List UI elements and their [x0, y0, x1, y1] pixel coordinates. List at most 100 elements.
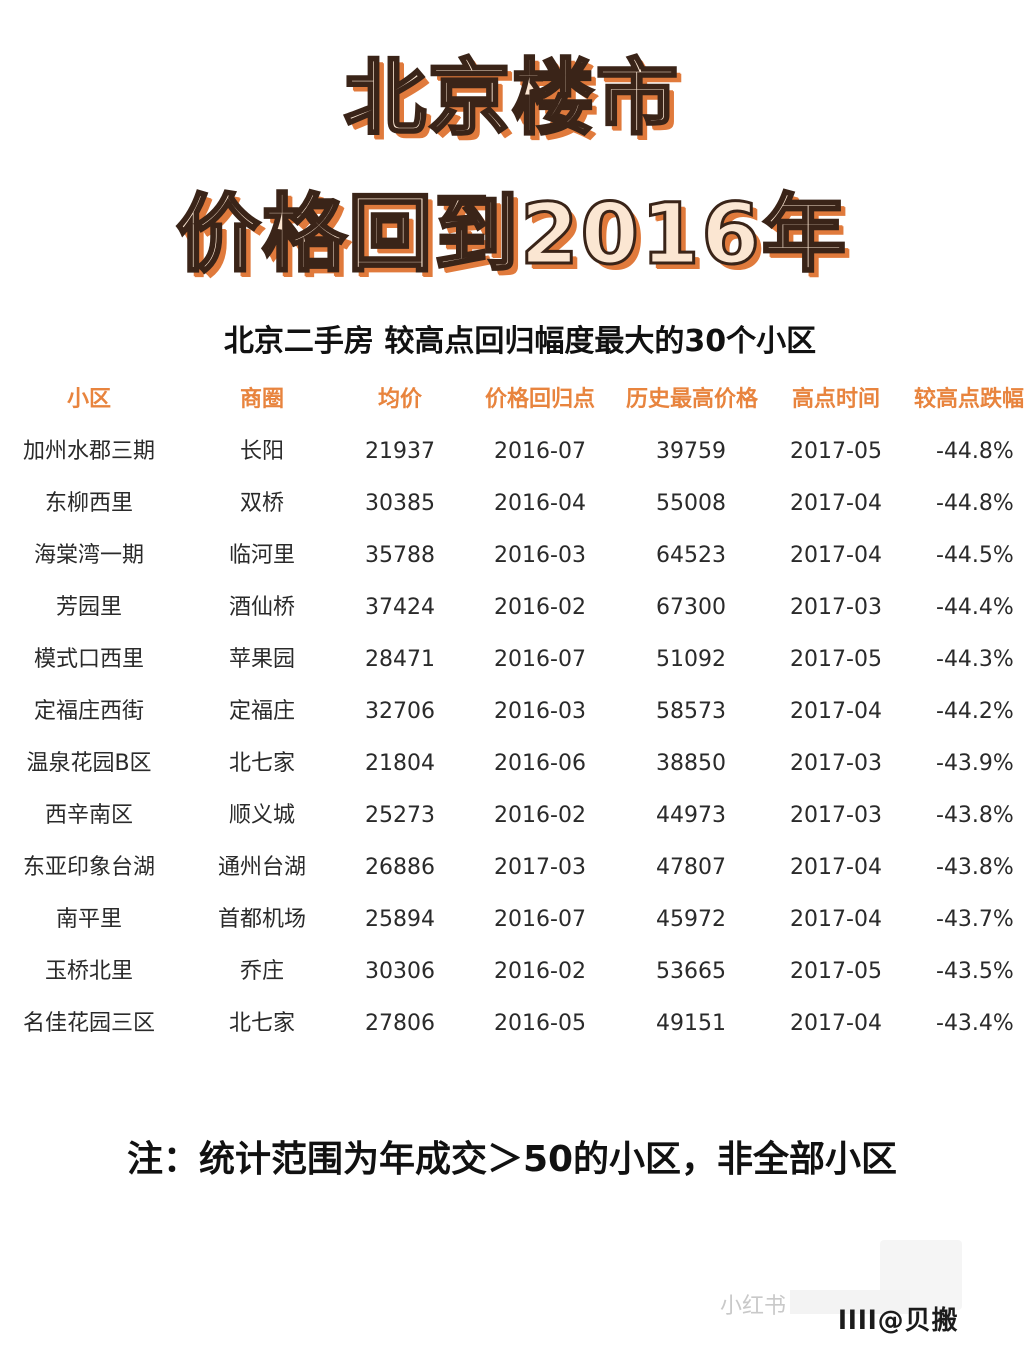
- cell-peak-time: 2017-04: [790, 699, 882, 724]
- cell-drop: -43.9%: [936, 751, 1014, 776]
- column-header-community: 小区: [66, 387, 111, 412]
- cell-return-point: 2016-02: [494, 803, 586, 828]
- cell-peak-price: 67300: [656, 595, 726, 620]
- cell-community: 名佳花园三区: [22, 1011, 155, 1036]
- cell-drop: -44.5%: [936, 543, 1014, 568]
- cell-peak-price: 53665: [656, 959, 726, 984]
- cell-drop: -43.8%: [936, 855, 1014, 880]
- cell-peak-price: 38850: [656, 751, 726, 776]
- cell-drop: -44.3%: [936, 647, 1014, 672]
- cell-peak-price: 49151: [656, 1011, 726, 1036]
- cell-community: 玉桥北里: [44, 959, 133, 984]
- cell-return-point: 2016-03: [494, 543, 586, 568]
- column-header-peak-time: 高点时间: [791, 387, 880, 412]
- cell-avg-price: 25894: [365, 907, 435, 932]
- cell-peak-time: 2017-05: [790, 959, 882, 984]
- watermark-blur-bar: [790, 1290, 910, 1314]
- cell-avg-price: 30385: [365, 491, 435, 516]
- column-header-return-point: 价格回归点: [484, 387, 595, 412]
- cell-peak-time: 2017-03: [790, 595, 882, 620]
- cell-avg-price: 35788: [365, 543, 435, 568]
- cell-district: 酒仙桥: [228, 595, 295, 620]
- cell-drop: -43.5%: [936, 959, 1014, 984]
- cell-return-point: 2016-06: [494, 751, 586, 776]
- cell-avg-price: 28471: [365, 647, 435, 672]
- headline-line-1: 北京楼市: [342, 51, 680, 146]
- cell-peak-time: 2017-04: [790, 855, 882, 880]
- table-row: 定福庄西街 定福庄 32706 2016-03 58573 2017-04 -4…: [0, 692, 1024, 744]
- cell-drop: -44.8%: [936, 491, 1014, 516]
- table-row: 海棠湾一期 临河里 35788 2016-03 64523 2017-04 -4…: [0, 536, 1024, 588]
- cell-peak-time: 2017-04: [790, 491, 882, 516]
- cell-return-point: 2016-05: [494, 1011, 586, 1036]
- cell-return-point: 2016-07: [494, 439, 586, 464]
- table-row: 模式口西里 苹果园 28471 2016-07 51092 2017-05 -4…: [0, 640, 1024, 692]
- watermark-faint-text: 小红书: [720, 1294, 787, 1319]
- table-row: 加州水郡三期 长阳 21937 2016-07 39759 2017-05 -4…: [0, 432, 1024, 484]
- table-header-row: 小区 商圈 均价 价格回归点 历史最高价格 高点时间 较高点跌幅: [0, 380, 1024, 432]
- cell-return-point: 2016-07: [494, 647, 586, 672]
- cell-drop: -44.8%: [936, 439, 1014, 464]
- cell-drop: -43.7%: [936, 907, 1014, 932]
- table-row: 东柳西里 双桥 30385 2016-04 55008 2017-04 -44.…: [0, 484, 1024, 536]
- cell-district: 临河里: [228, 543, 295, 568]
- cell-peak-time: 2017-04: [790, 1011, 882, 1036]
- cell-district: 乔庄: [239, 959, 284, 984]
- cell-peak-price: 45972: [656, 907, 726, 932]
- cell-community: 芳园里: [55, 595, 122, 620]
- cell-avg-price: 27806: [365, 1011, 435, 1036]
- table-row: 芳园里 酒仙桥 37424 2016-02 67300 2017-03 -44.…: [0, 588, 1024, 640]
- table-row: 西辛南区 顺义城 25273 2016-02 44973 2017-03 -43…: [0, 796, 1024, 848]
- footnote: 注：统计范围为年成交＞50的小区，非全部小区: [126, 1139, 898, 1180]
- cell-return-point: 2016-04: [494, 491, 586, 516]
- cell-district: 首都机场: [217, 907, 306, 932]
- cell-return-point: 2017-03: [494, 855, 586, 880]
- cell-district: 通州台湖: [217, 855, 306, 880]
- cell-avg-price: 32706: [365, 699, 435, 724]
- cell-drop: -43.4%: [936, 1011, 1014, 1036]
- cell-district: 苹果园: [228, 647, 295, 672]
- cell-peak-time: 2017-05: [790, 647, 882, 672]
- cell-peak-time: 2017-04: [790, 907, 882, 932]
- headline-line-2: 价格回到2016年: [175, 185, 848, 283]
- cell-avg-price: 25273: [365, 803, 435, 828]
- cell-district: 北七家: [228, 751, 295, 776]
- table-row: 东亚印象台湖 通州台湖 26886 2017-03 47807 2017-04 …: [0, 848, 1024, 900]
- cell-community: 模式口西里: [33, 647, 144, 672]
- cell-district: 定福庄: [228, 699, 295, 724]
- cell-avg-price: 21804: [365, 751, 435, 776]
- table-subtitle: 北京二手房 较高点回归幅度最大的30个小区: [223, 324, 817, 359]
- cell-avg-price: 26886: [365, 855, 435, 880]
- column-header-peak-price: 历史最高价格: [626, 387, 759, 412]
- cell-peak-price: 64523: [656, 543, 726, 568]
- cell-drop: -43.8%: [936, 803, 1014, 828]
- cell-district: 长阳: [239, 439, 284, 464]
- cell-peak-price: 51092: [656, 647, 726, 672]
- cell-peak-price: 58573: [656, 699, 726, 724]
- cell-return-point: 2016-02: [494, 959, 586, 984]
- cell-drop: -44.2%: [936, 699, 1014, 724]
- cell-avg-price: 37424: [365, 595, 435, 620]
- watermark-author-text: llll@贝搬: [838, 1306, 959, 1336]
- cell-peak-price: 55008: [656, 491, 726, 516]
- cell-avg-price: 21937: [365, 439, 435, 464]
- cell-community: 温泉花园B区: [26, 751, 152, 776]
- cell-peak-price: 39759: [656, 439, 726, 464]
- cell-return-point: 2016-07: [494, 907, 586, 932]
- ranking-table: 小区 商圈 均价 价格回归点 历史最高价格 高点时间 较高点跌幅 加州水郡三期 …: [0, 380, 1024, 1060]
- cell-peak-time: 2017-04: [790, 543, 882, 568]
- cell-community: 加州水郡三期: [22, 439, 155, 464]
- cell-return-point: 2016-02: [494, 595, 586, 620]
- column-header-drop: 较高点跌幅: [914, 387, 1024, 412]
- cell-district: 双桥: [239, 491, 284, 516]
- cell-drop: -44.4%: [936, 595, 1014, 620]
- cell-community: 海棠湾一期: [33, 543, 144, 568]
- cell-community: 东柳西里: [44, 491, 133, 516]
- table-row: 温泉花园B区 北七家 21804 2016-06 38850 2017-03 -…: [0, 744, 1024, 796]
- table-row: 名佳花园三区 北七家 27806 2016-05 49151 2017-04 -…: [0, 1004, 1024, 1056]
- cell-avg-price: 30306: [365, 959, 435, 984]
- cell-community: 西辛南区: [44, 803, 133, 828]
- cell-community: 东亚印象台湖: [22, 855, 155, 880]
- table-row: 玉桥北里 乔庄 30306 2016-02 53665 2017-05 -43.…: [0, 952, 1024, 1004]
- cell-peak-time: 2017-03: [790, 751, 882, 776]
